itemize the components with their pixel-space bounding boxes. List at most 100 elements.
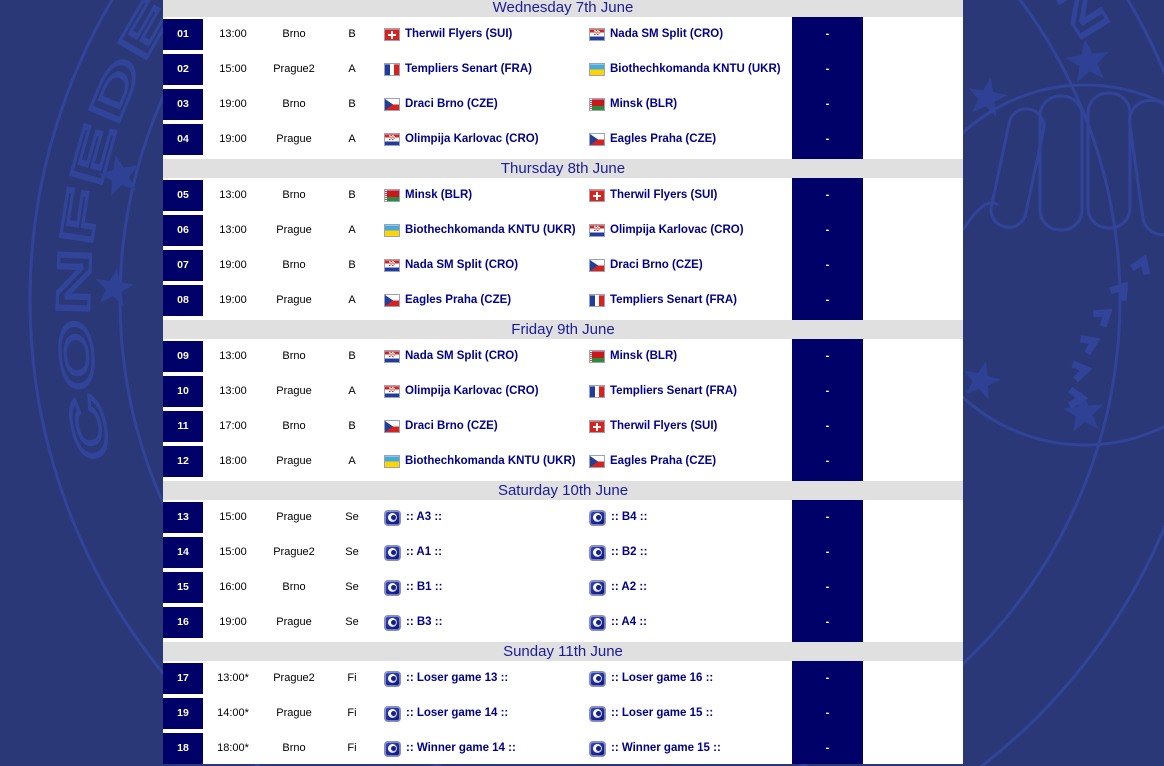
score-column-background [792,339,863,481]
pool-cell: B [348,259,356,271]
away-team-cell: Templiers Senart (FRA) [588,285,792,316]
cze-flag-icon [590,260,604,271]
venue-cell: Brno [282,581,306,593]
esf-logo-icon [590,706,605,721]
away-team-name: Templiers Senart (FRA) [610,385,737,397]
day-section-body: 13 15:00 Prague Se:: A3 :::: B4 :: -14 15:00 P… [163,500,963,642]
cro-flag-icon [385,351,399,362]
fra-flag-icon [590,295,604,306]
venue-cell: Brno [282,350,306,362]
pool-cell: A [348,224,356,236]
day-header: Thursday 8th June [163,159,963,178]
home-team-name: Olimpija Karlovac (CRO) [405,385,539,397]
away-team-name: Templiers Senart (FRA) [610,294,737,306]
game-number-cell: 12 [163,446,203,477]
score-cell[interactable]: - [825,133,830,145]
away-team-name: Eagles Praha (CZE) [610,133,717,145]
score-column-background [792,17,863,159]
score-cell[interactable]: - [825,420,830,432]
pool-cell: B [348,98,356,110]
away-team-name: :: A2 :: [611,581,647,593]
score-cell[interactable]: - [825,581,830,593]
pool-cell: Fi [347,672,357,684]
home-team-cell: :: A1 :: [383,537,587,568]
day-section-body: 17 13:00* Prague2 Fi:: Loser game 13 :::: L… [163,661,963,764]
away-team-name: :: Winner game 15 :: [611,742,721,754]
day-header: Sunday 11th June [163,642,963,661]
game-number-cell: 07 [163,250,203,281]
game-number-cell: 14 [163,537,203,568]
venue-cell: Brno [282,259,306,271]
score-cell[interactable]: - [825,259,830,271]
time-cell: 15:00 [219,511,247,523]
home-team-name: Biothechkomanda KNTU (UKR) [405,224,576,236]
pool-cell: B [348,28,356,40]
home-team-name: Draci Brno (CZE) [405,98,498,110]
pool-cell: A [348,63,356,75]
score-cell[interactable]: - [825,224,830,236]
time-cell: 19:00 [219,133,247,145]
away-team-cell: Therwil Flyers (SUI) [588,411,792,442]
cze-flag-icon [385,99,399,110]
score-cell[interactable]: - [825,672,830,684]
score-cell[interactable]: - [825,546,830,558]
away-team-name: Nada SM Split (CRO) [610,28,724,40]
pool-cell: Se [345,581,359,593]
home-team-name: :: Loser game 14 :: [406,707,509,719]
game-number-cell: 11 [163,411,203,442]
time-cell: 13:00 [219,350,247,362]
away-team-name: Eagles Praha (CZE) [610,455,717,467]
away-team-cell: Therwil Flyers (SUI) [588,180,792,211]
score-column-background [792,661,863,764]
away-team-cell: :: Winner game 15 :: [588,733,792,764]
home-team-name: Nada SM Split (CRO) [405,259,519,271]
ukr-flag-icon [385,456,399,467]
game-number-cell: 18 [163,733,203,764]
venue-cell: Brno [282,28,306,40]
esf-logo-icon [590,510,605,525]
ukr-flag-icon [590,64,604,75]
score-cell[interactable]: - [825,742,830,754]
score-cell[interactable]: - [825,189,830,201]
score-column-background [792,178,863,320]
away-team-cell: :: B4 :: [588,502,792,533]
home-team-name: Therwil Flyers (SUI) [405,28,513,40]
day-section-body: 01 13:00 Brno B Therwil Flyers (SUI) Nada SM … [163,17,963,159]
watermark-glove [961,91,1164,237]
cro-flag-icon [385,260,399,271]
away-team-name: Therwil Flyers (SUI) [610,420,718,432]
venue-cell: Brno [282,420,306,432]
game-number-cell: 04 [163,124,203,155]
home-team-cell: :: Winner game 14 :: [383,733,587,764]
away-team-cell: :: A4 :: [588,607,792,638]
home-team-cell: :: A3 :: [383,502,587,533]
score-cell[interactable]: - [825,385,830,397]
score-cell[interactable]: - [825,98,830,110]
time-cell: 18:00 [219,455,247,467]
cze-flag-icon [590,456,604,467]
score-cell[interactable]: - [825,294,830,306]
pool-cell: Se [345,511,359,523]
venue-cell: Brno [282,189,306,201]
score-cell[interactable]: - [825,511,830,523]
away-team-cell: Minsk (BLR) [588,341,792,372]
sui-flag-icon [385,29,399,40]
time-cell: 19:00 [219,98,247,110]
score-cell[interactable]: - [825,707,830,719]
home-team-cell: Biothechkomanda KNTU (UKR) [383,215,587,246]
venue-cell: Prague2 [273,546,315,558]
blr-flag-icon [590,99,604,110]
blr-flag-icon [385,190,399,201]
time-cell: 13:00 [219,385,247,397]
away-team-name: Olimpija Karlovac (CRO) [610,224,744,236]
day-header: Saturday 10th June [163,481,963,500]
venue-cell: Prague [276,133,312,145]
away-team-cell: Eagles Praha (CZE) [588,124,792,155]
score-cell[interactable]: - [825,28,830,40]
score-cell[interactable]: - [825,63,830,75]
score-cell[interactable]: - [825,350,830,362]
time-cell: 19:00 [219,259,247,271]
score-cell[interactable]: - [825,616,830,628]
score-cell[interactable]: - [825,455,830,467]
home-team-name: Biothechkomanda KNTU (UKR) [405,455,576,467]
